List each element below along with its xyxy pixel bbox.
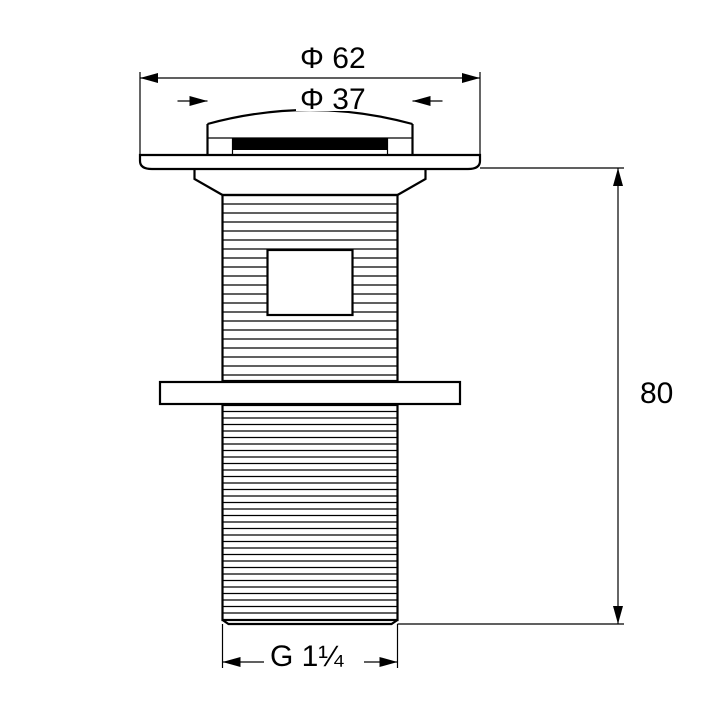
dim-label-diameter-37: Φ 37 bbox=[300, 83, 366, 116]
dim-label-thread-g: G 1¼ bbox=[270, 640, 344, 673]
outer-flange bbox=[140, 155, 480, 169]
mid-flange bbox=[160, 382, 460, 404]
dim-label-height-80: 80 bbox=[640, 377, 673, 410]
cap-body bbox=[208, 124, 413, 155]
dim-label-diameter-62: Φ 62 bbox=[300, 42, 366, 75]
lower-thread-section bbox=[223, 405, 398, 624]
flange-collar bbox=[195, 169, 426, 195]
overflow-slot bbox=[268, 250, 353, 315]
